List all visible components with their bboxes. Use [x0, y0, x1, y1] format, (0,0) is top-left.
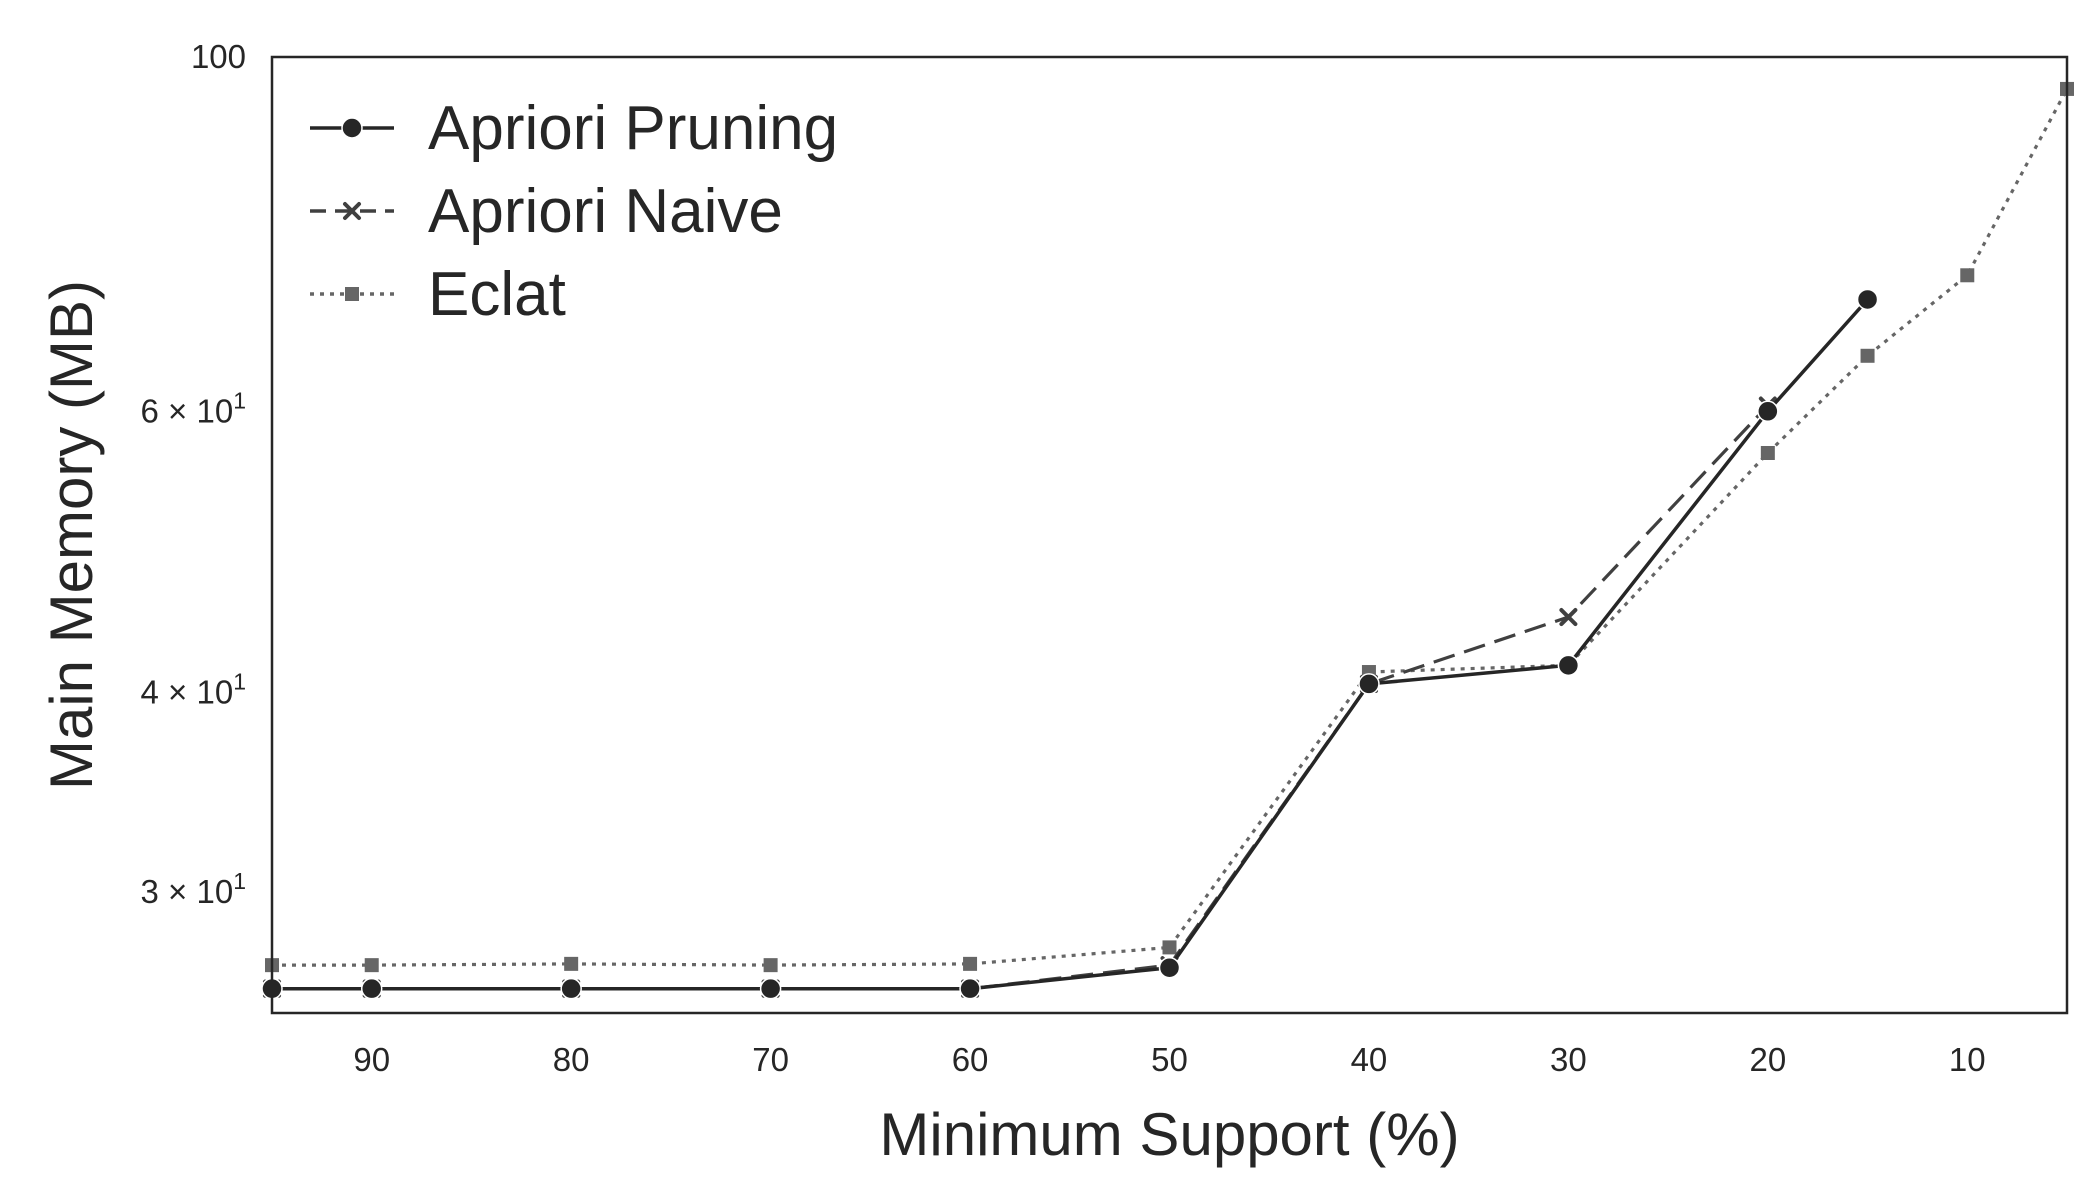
series-apriori-naive	[263, 396, 1777, 998]
data-point-eclat	[1960, 268, 1975, 283]
legend-label: Apriori Pruning	[428, 94, 838, 163]
series-apriori-pruning	[261, 288, 1879, 1000]
legend-marker	[341, 117, 363, 139]
x-tick-label: 90	[353, 1041, 390, 1078]
data-point-apriori-pruning	[759, 977, 782, 1000]
y-tick-label: 100	[191, 38, 246, 75]
y-tick-label: 3 × 101	[141, 868, 246, 910]
x-tick-label: 10	[1949, 1041, 1986, 1078]
x-tick-label: 40	[1351, 1041, 1388, 1078]
data-point-apriori-pruning	[560, 977, 582, 1000]
data-point-eclat	[364, 958, 379, 973]
x-tick-label: 50	[1151, 1041, 1188, 1078]
data-point-eclat	[1860, 348, 1875, 363]
data-point-eclat	[763, 958, 778, 973]
y-axis-ticks: 100 6 × 101 4 × 101 3 × 101	[141, 38, 246, 910]
legend-marker	[343, 202, 361, 220]
legend-label: Apriori Naive	[428, 177, 783, 246]
x-tick-label: 70	[752, 1041, 789, 1078]
legend-item-apriori-naive: Apriori Naive	[310, 177, 783, 246]
x-tick-label: 30	[1550, 1041, 1587, 1078]
legend-label: Eclat	[428, 260, 566, 329]
data-point-eclat	[963, 956, 978, 971]
y-tick-label: 4 × 101	[141, 669, 246, 711]
data-point-apriori-pruning	[360, 977, 383, 1000]
data-point-apriori-pruning	[1757, 400, 1779, 423]
legend: Apriori Pruning Apriori Naive Eclat	[310, 94, 838, 329]
series-line-apriori-pruning	[272, 298, 1869, 991]
legend-item-eclat: Eclat	[310, 260, 566, 329]
legend-marker	[345, 287, 359, 301]
y-tick-label: 6 × 101	[141, 387, 246, 429]
series-line-apriori-naive	[272, 404, 1769, 991]
data-point-apriori-pruning	[1856, 288, 1879, 311]
data-point-eclat	[1162, 940, 1177, 955]
data-point-eclat	[1760, 445, 1775, 460]
x-tick-label: 60	[952, 1041, 989, 1078]
data-point-apriori-pruning	[1557, 654, 1580, 677]
y-axis-label: Main Memory (MB)	[38, 280, 105, 790]
data-point-apriori-pruning	[1158, 956, 1181, 979]
data-point-apriori-pruning	[959, 977, 981, 1000]
data-point-apriori-pruning	[1358, 673, 1380, 695]
x-axis-label: Minimum Support (%)	[879, 1101, 1459, 1168]
x-tick-label: 20	[1749, 1041, 1786, 1078]
series-layer	[261, 81, 2074, 1000]
data-point-eclat	[564, 956, 579, 971]
x-tick-label: 80	[553, 1041, 590, 1078]
x-axis-ticks: 90 80 70 60 50 40 30 20 10	[353, 1041, 1985, 1078]
data-point-apriori-naive	[1559, 608, 1578, 627]
legend-item-apriori-pruning: Apriori Pruning	[310, 94, 838, 163]
plot-frame	[270, 55, 2069, 1015]
